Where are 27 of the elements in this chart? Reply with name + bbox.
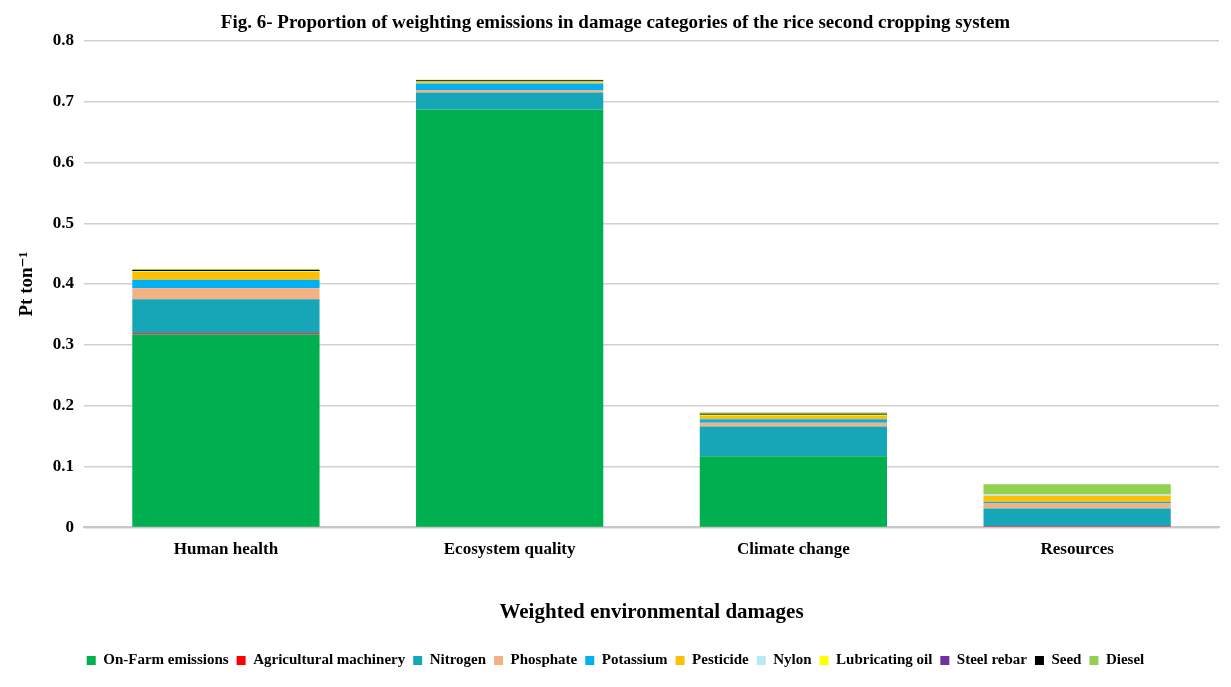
legend-label: Nitrogen — [429, 651, 487, 668]
x-tick-label: Ecosystem quality — [443, 538, 577, 558]
legend-label: Pesticide — [692, 651, 750, 668]
y-tick-label: 0.2 — [52, 395, 75, 415]
legend-label: Agricultural machinery — [253, 651, 406, 668]
x-tick-label: Human health — [173, 538, 279, 558]
legend-label: Nylon — [773, 651, 813, 668]
y-tick-label: 0.8 — [52, 30, 75, 50]
y-tick-label: 0 — [65, 516, 75, 536]
legend-label: Lubricating oil — [836, 651, 933, 668]
y-tick-label: 0.1 — [52, 455, 75, 475]
legend-label: Potassium — [601, 651, 669, 668]
y-tick-label: 0.4 — [52, 273, 75, 293]
y-tick-label: 0.6 — [52, 151, 75, 171]
y-axis-title: Pt ton⁻¹ — [15, 251, 37, 317]
y-tick-label: 0.7 — [52, 91, 75, 111]
legend-label: Steel rebar — [956, 651, 1028, 668]
x-tick-label: Resources — [1040, 538, 1115, 558]
x-tick-label: Climate change — [736, 538, 851, 558]
legend-label: Seed — [1051, 651, 1083, 668]
legend-label: Phosphate — [510, 651, 578, 668]
y-tick-label: 0.5 — [52, 212, 75, 232]
chart-title: Fig. 6- Proportion of weighting emissions in damage categories of the rice second cropping system — [220, 11, 1011, 33]
legend-label: On-Farm emissions — [103, 651, 229, 668]
legend-label: Diesel — [1105, 651, 1145, 668]
x-axis-title: Weighted environmental damages — [499, 598, 804, 623]
y-tick-label: 0.3 — [52, 334, 75, 354]
